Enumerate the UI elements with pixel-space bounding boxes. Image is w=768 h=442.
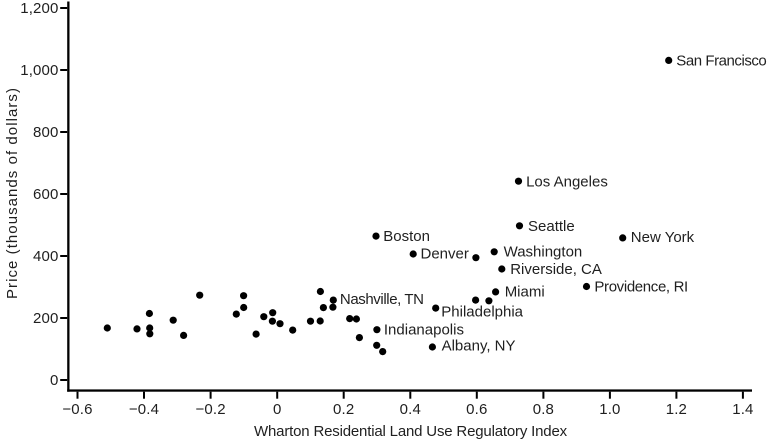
svg-text:0.8: 0.8 [533, 401, 554, 418]
svg-text:800: 800 [33, 124, 58, 141]
svg-text:Nashville, TN: Nashville, TN [340, 291, 424, 308]
svg-text:New York: New York [631, 229, 695, 246]
svg-text:0.4: 0.4 [400, 401, 421, 418]
svg-text:Albany, NY: Albany, NY [442, 338, 516, 355]
svg-text:Philadelphia: Philadelphia [441, 304, 523, 321]
svg-text:200: 200 [33, 310, 58, 327]
svg-text:1.4: 1.4 [732, 401, 753, 418]
svg-text:Seattle: Seattle [528, 218, 575, 235]
svg-text:Indianapolis: Indianapolis [384, 322, 464, 339]
svg-text:Providence, RI: Providence, RI [594, 279, 687, 296]
svg-text:0.2: 0.2 [333, 401, 354, 418]
svg-text:1.0: 1.0 [599, 401, 620, 418]
svg-text:−0.4: −0.4 [129, 401, 159, 418]
svg-text:Denver: Denver [421, 246, 469, 263]
svg-text:1,200: 1,200 [20, 0, 58, 17]
svg-text:0: 0 [50, 372, 59, 389]
svg-text:600: 600 [33, 186, 58, 203]
svg-text:Los Angeles: Los Angeles [526, 173, 608, 190]
svg-text:Wharton Residential Land Use R: Wharton Residential Land Use Regulatory … [254, 423, 568, 440]
svg-text:San Francisco: San Francisco [676, 53, 766, 70]
svg-text:−0.2: −0.2 [195, 401, 225, 418]
svg-text:Price (thousands of dollars): Price (thousands of dollars) [4, 87, 21, 299]
svg-text:−0.6: −0.6 [62, 401, 92, 418]
svg-text:400: 400 [33, 248, 58, 265]
svg-text:1.2: 1.2 [666, 401, 687, 418]
svg-text:0: 0 [273, 401, 282, 418]
svg-text:Boston: Boston [383, 228, 430, 245]
svg-text:Washington: Washington [504, 244, 583, 261]
svg-text:Riverside, CA: Riverside, CA [510, 261, 602, 278]
svg-text:0.6: 0.6 [466, 401, 487, 418]
svg-text:Miami: Miami [505, 284, 545, 301]
svg-text:1,000: 1,000 [20, 62, 58, 79]
